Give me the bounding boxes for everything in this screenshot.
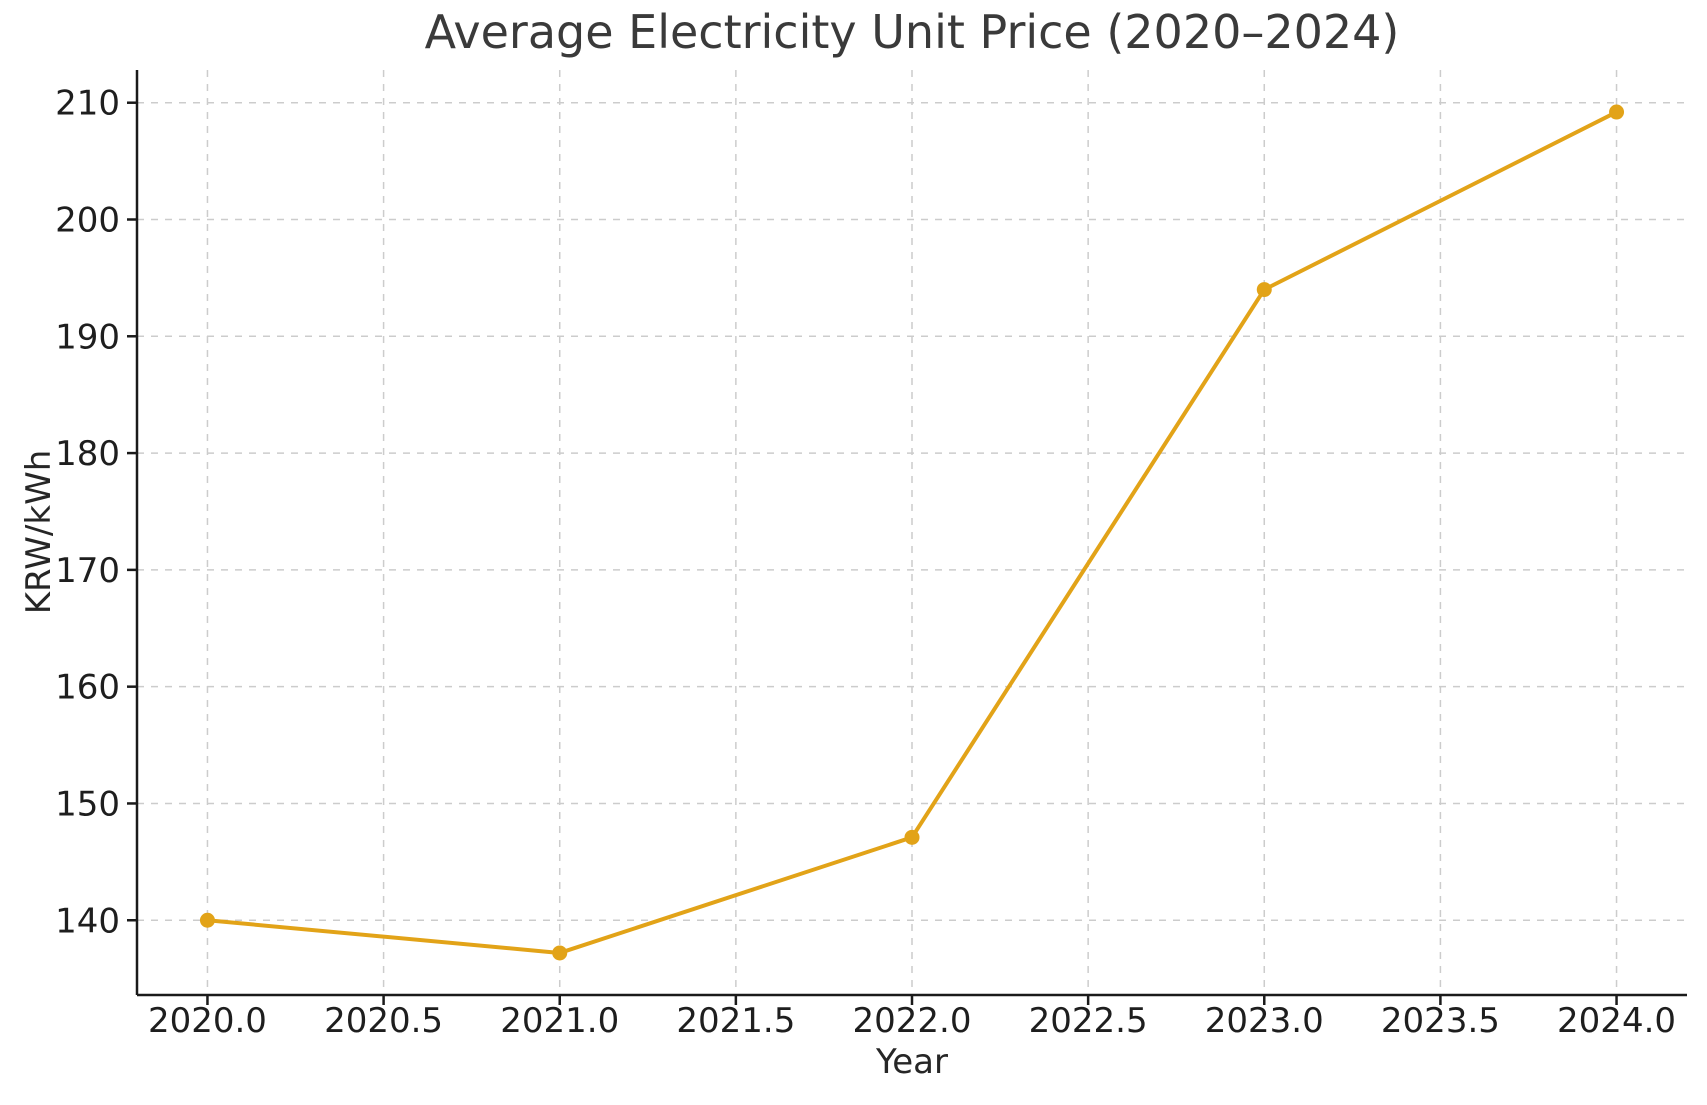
data-point-marker [1609,104,1625,120]
x-axis-label: Year [875,1042,948,1082]
chart-title: Average Electricity Unit Price (2020–202… [425,5,1400,59]
y-tick-label: 160 [55,668,120,708]
x-tick-label: 2024.0 [1557,1001,1676,1041]
data-point-marker [904,829,920,845]
axis-ticks: 2020.0 2020.5 2021.0 2021.5 2022.0 2022.5 2023… [55,84,1676,1041]
x-tick-label: 2023.0 [1205,1001,1324,1041]
y-tick-label: 140 [55,901,120,941]
data-point-marker [1256,282,1272,298]
x-tick-label: 2020.0 [148,1001,267,1041]
gridlines [137,70,1687,995]
x-tick-label: 2020.5 [324,1001,443,1041]
price-line-series [199,104,1625,961]
y-axis-label: KRW/kWh [19,450,59,614]
y-tick-label: 170 [55,551,120,591]
x-tick-label: 2021.0 [500,1001,619,1041]
x-tick-label: 2022.5 [1029,1001,1148,1041]
data-point-marker [199,912,215,928]
y-tick-label: 200 [55,200,120,240]
y-tick-label: 210 [55,84,120,124]
y-tick-label: 190 [55,317,120,357]
y-tick-label: 150 [55,784,120,824]
y-tick-label: 180 [55,434,120,474]
x-tick-label: 2021.5 [676,1001,795,1041]
x-tick-label: 2022.0 [853,1001,972,1041]
data-point-marker [552,945,568,961]
x-tick-label: 2023.5 [1381,1001,1500,1041]
